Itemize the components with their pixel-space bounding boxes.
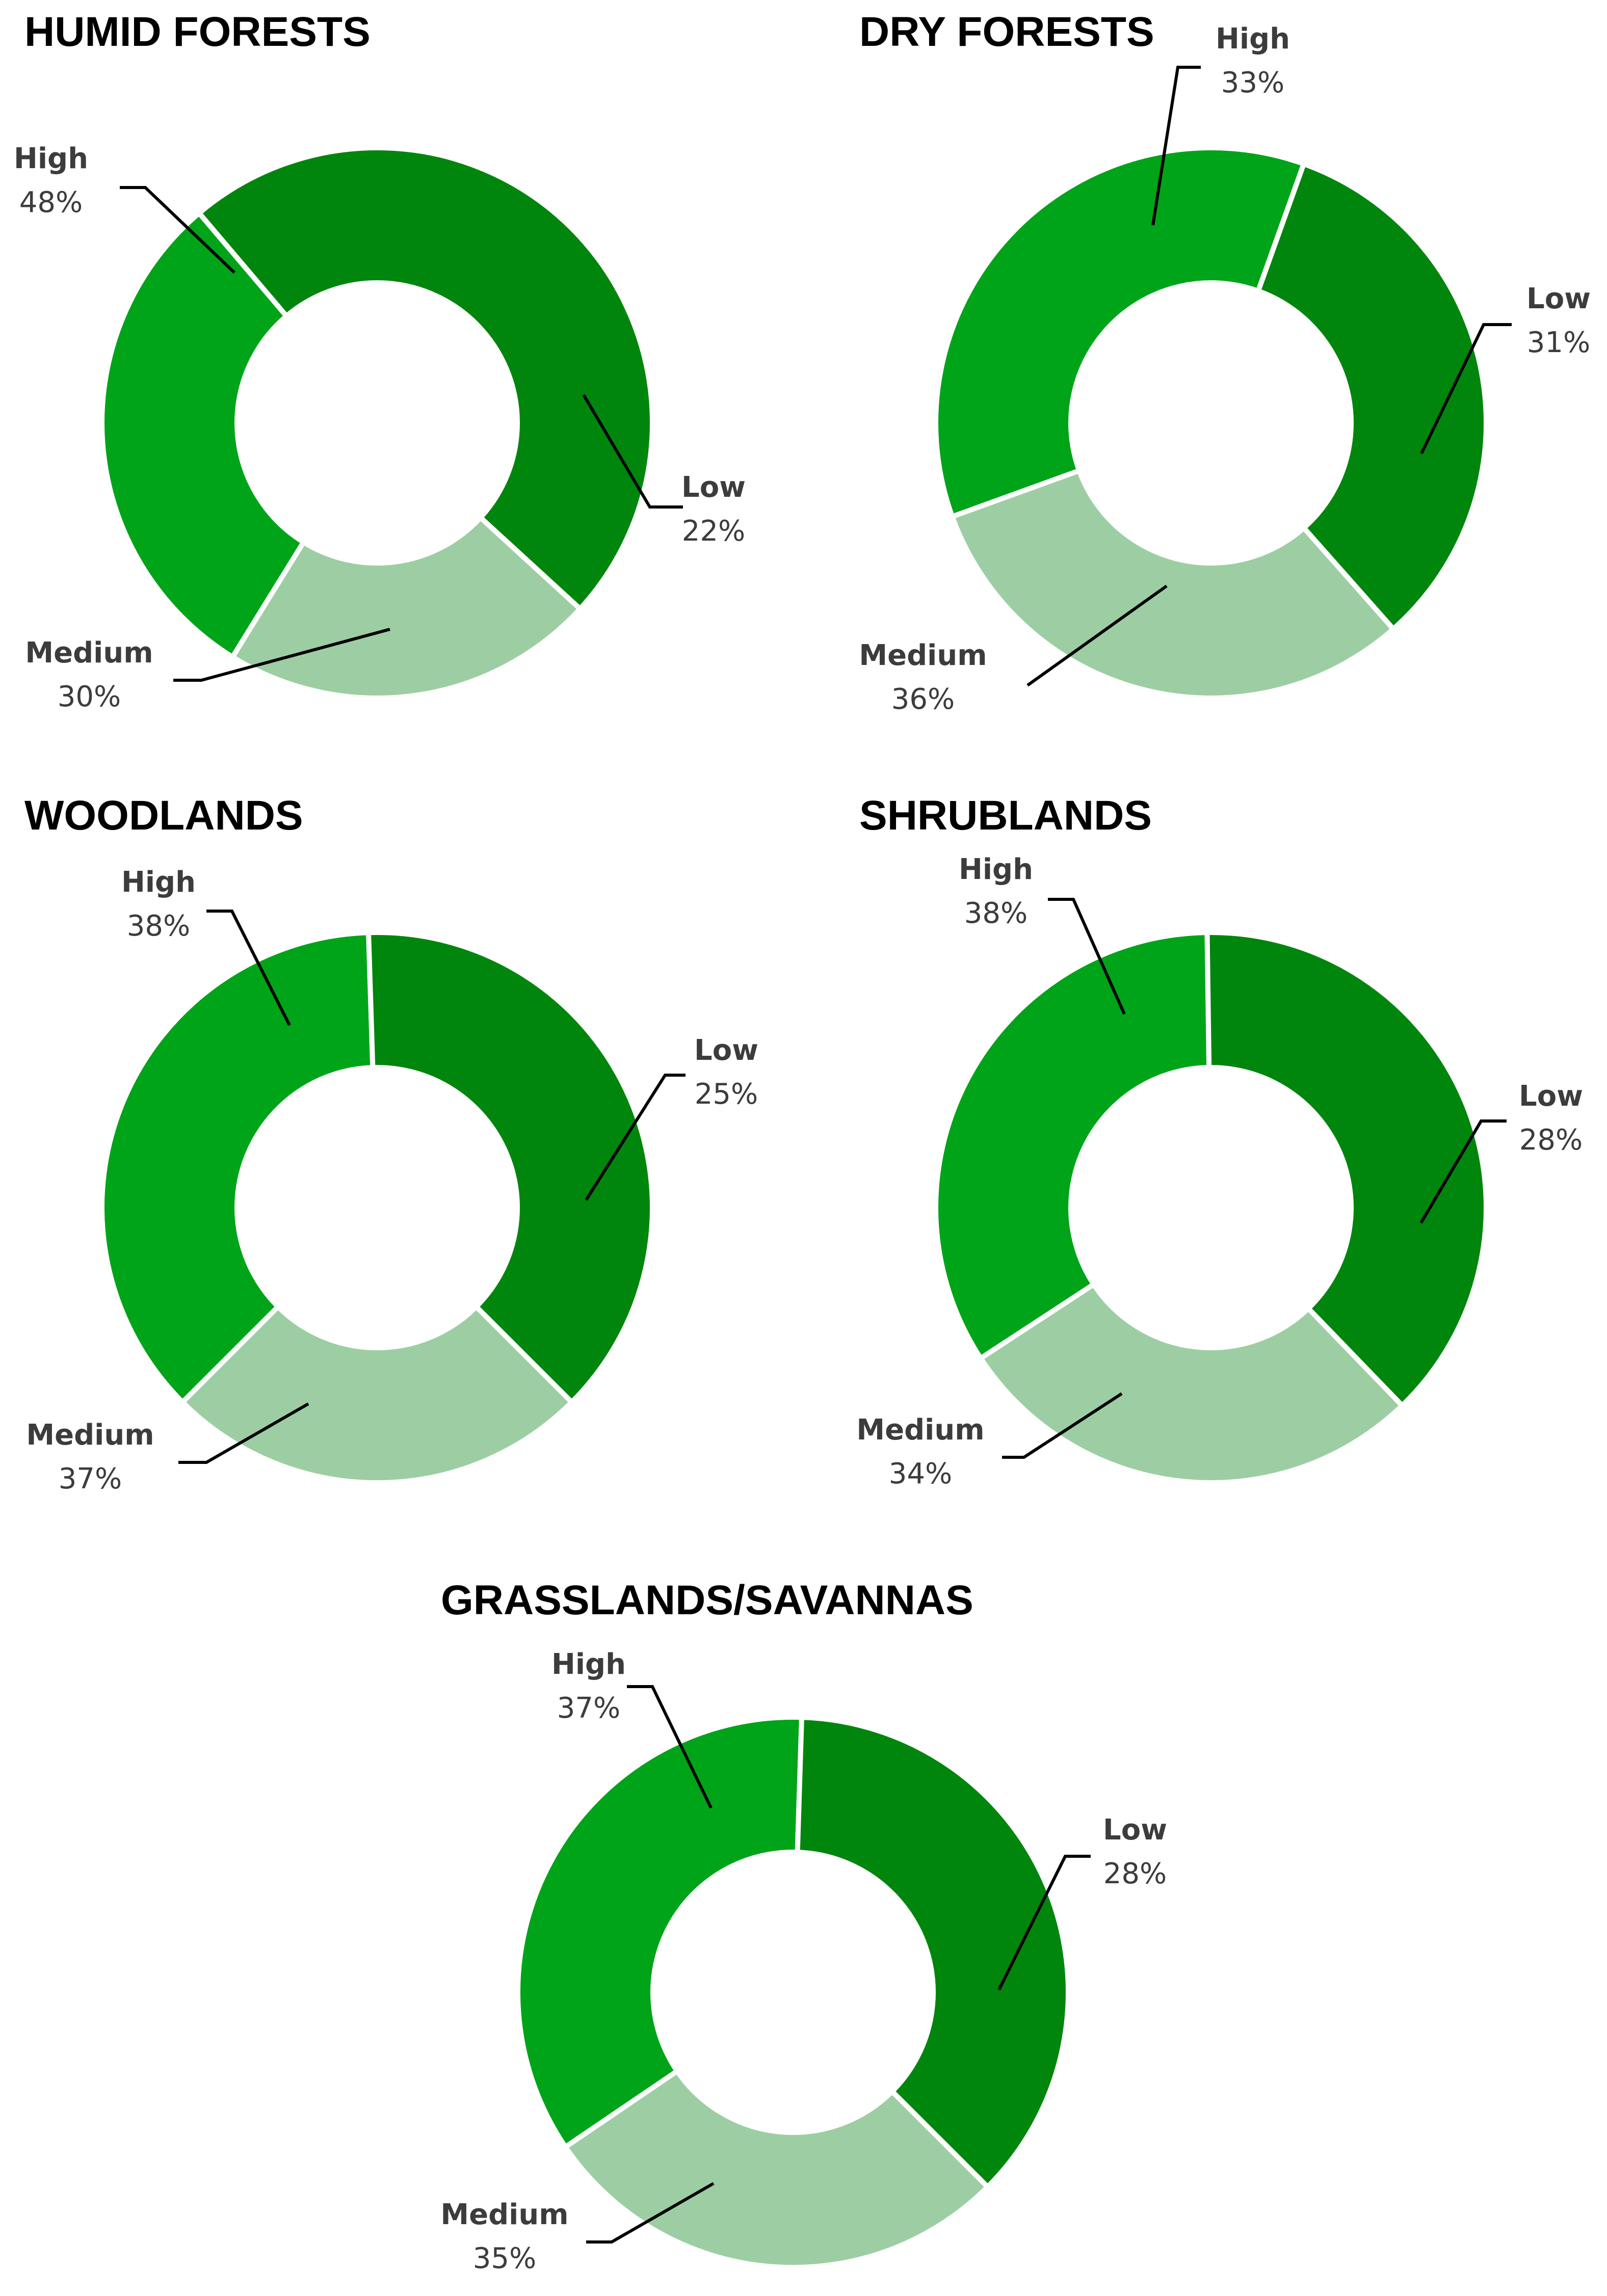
leader-line-medium	[586, 2182, 715, 2244]
slice-label-low: Low	[1526, 282, 1591, 315]
chart-title: DRY FORESTS	[859, 9, 1154, 55]
slice-value-low: 22%	[682, 515, 745, 548]
leader-line-medium	[178, 1402, 309, 1464]
chart-title: GRASSLANDS/SAVANNAS	[441, 1577, 973, 1623]
slice-label-medium: Medium	[859, 639, 987, 672]
donut-slice-medium	[933, 929, 1212, 1362]
leader-line-high	[627, 1685, 713, 1809]
slice-label-low: Low	[1519, 1080, 1583, 1113]
slice-value-medium: 30%	[58, 680, 121, 713]
slice-label-medium: Medium	[25, 636, 153, 670]
leader-line-high	[1151, 66, 1201, 226]
donut-slice-low	[977, 1280, 1406, 1485]
leader-line-high	[1048, 898, 1126, 1015]
donut-chart-panel: DRY FORESTS Low 31% Medium 36% High 33%	[803, 0, 1607, 739]
leader-line-low	[1419, 1119, 1507, 1224]
slice-label-low: Low	[694, 1034, 758, 1067]
slice-value-high: 48%	[19, 186, 83, 219]
donut-slice-medium	[933, 145, 1307, 520]
donut-slice-high	[1204, 930, 1489, 1409]
donut-chart: HUMID FORESTS Low 22% Medium 30% High 48%	[14, 9, 746, 713]
donut-chart: DRY FORESTS Low 31% Medium 36% High 33%	[859, 9, 1591, 716]
slice-label-high: High	[959, 853, 1033, 886]
chart-title: WOODLANDS	[24, 792, 303, 839]
slice-label-medium: Medium	[26, 1419, 154, 1452]
donut-slice-high	[1255, 161, 1489, 633]
donut-slice-high	[365, 930, 655, 1406]
slice-label-medium: Medium	[440, 2198, 568, 2231]
slice-value-medium: 36%	[891, 683, 955, 716]
slice-label-high: High	[121, 866, 196, 899]
leader-line-low	[585, 1074, 686, 1201]
donut-slice-medium	[99, 930, 376, 1406]
donut-chart: GRASSLANDS/SAVANNAS Low 28% Medium 35% High 37…	[440, 1577, 1167, 2275]
slice-value-high: 33%	[1221, 66, 1284, 99]
donut-slice-medium	[515, 1715, 805, 2151]
slice-label-low: Low	[681, 471, 746, 504]
chart-title: HUMID FORESTS	[24, 9, 371, 55]
donut-slice-high	[195, 145, 655, 612]
leader-line-high	[120, 186, 236, 274]
slice-label-low: Low	[1103, 1813, 1167, 1847]
leader-line-low	[1420, 323, 1512, 455]
slice-label-high: High	[1216, 22, 1290, 56]
donut-slice-low	[562, 2067, 991, 2270]
slice-value-low: 31%	[1527, 326, 1590, 359]
slice-label-high: High	[14, 142, 88, 175]
leader-line-medium	[173, 628, 390, 682]
slice-value-low: 28%	[1519, 1124, 1583, 1157]
donut-chart-panel: GRASSLANDS/SAVANNAS Low 28% Medium 35% High 37…	[408, 1569, 1211, 2296]
donut-chart-panel: HUMID FORESTS Low 22% Medium 30% High 48%	[0, 0, 803, 739]
donut-chart-panel: WOODLANDS Low 25% Medium 37% High 38%	[0, 785, 803, 1524]
donut-slice-low	[179, 1303, 575, 1486]
slice-value-medium: 37%	[59, 1462, 122, 1496]
slice-value-low: 28%	[1103, 1857, 1167, 1890]
leader-line-low	[997, 1855, 1091, 1991]
slice-value-high: 38%	[964, 897, 1028, 930]
leader-line-medium	[1026, 584, 1168, 687]
slice-value-medium: 34%	[889, 1457, 952, 1490]
slice-label-medium: Medium	[856, 1413, 984, 1447]
donut-chart: WOODLANDS Low 25% Medium 37% High 38%	[24, 792, 758, 1496]
slice-value-medium: 35%	[473, 2242, 536, 2275]
donut-slice-low	[949, 467, 1397, 701]
slice-value-high: 37%	[557, 1692, 620, 1725]
donut-slice-high	[795, 1715, 1071, 2191]
slice-label-high: High	[551, 1648, 626, 1681]
donut-chart-panel: SHRUBLANDS Low 28% Medium 34% High 38%	[803, 785, 1607, 1524]
donut-slice-low	[229, 514, 584, 701]
chart-title: SHRUBLANDS	[859, 792, 1152, 839]
donut-slice-medium	[99, 209, 307, 661]
leader-line-low	[582, 394, 683, 509]
leader-line-medium	[1002, 1392, 1123, 1459]
slice-value-low: 25%	[695, 1078, 758, 1111]
donut-chart: SHRUBLANDS Low 28% Medium 34% High 38%	[856, 792, 1583, 1490]
leader-line-high	[206, 910, 291, 1026]
slice-value-high: 38%	[127, 910, 190, 943]
